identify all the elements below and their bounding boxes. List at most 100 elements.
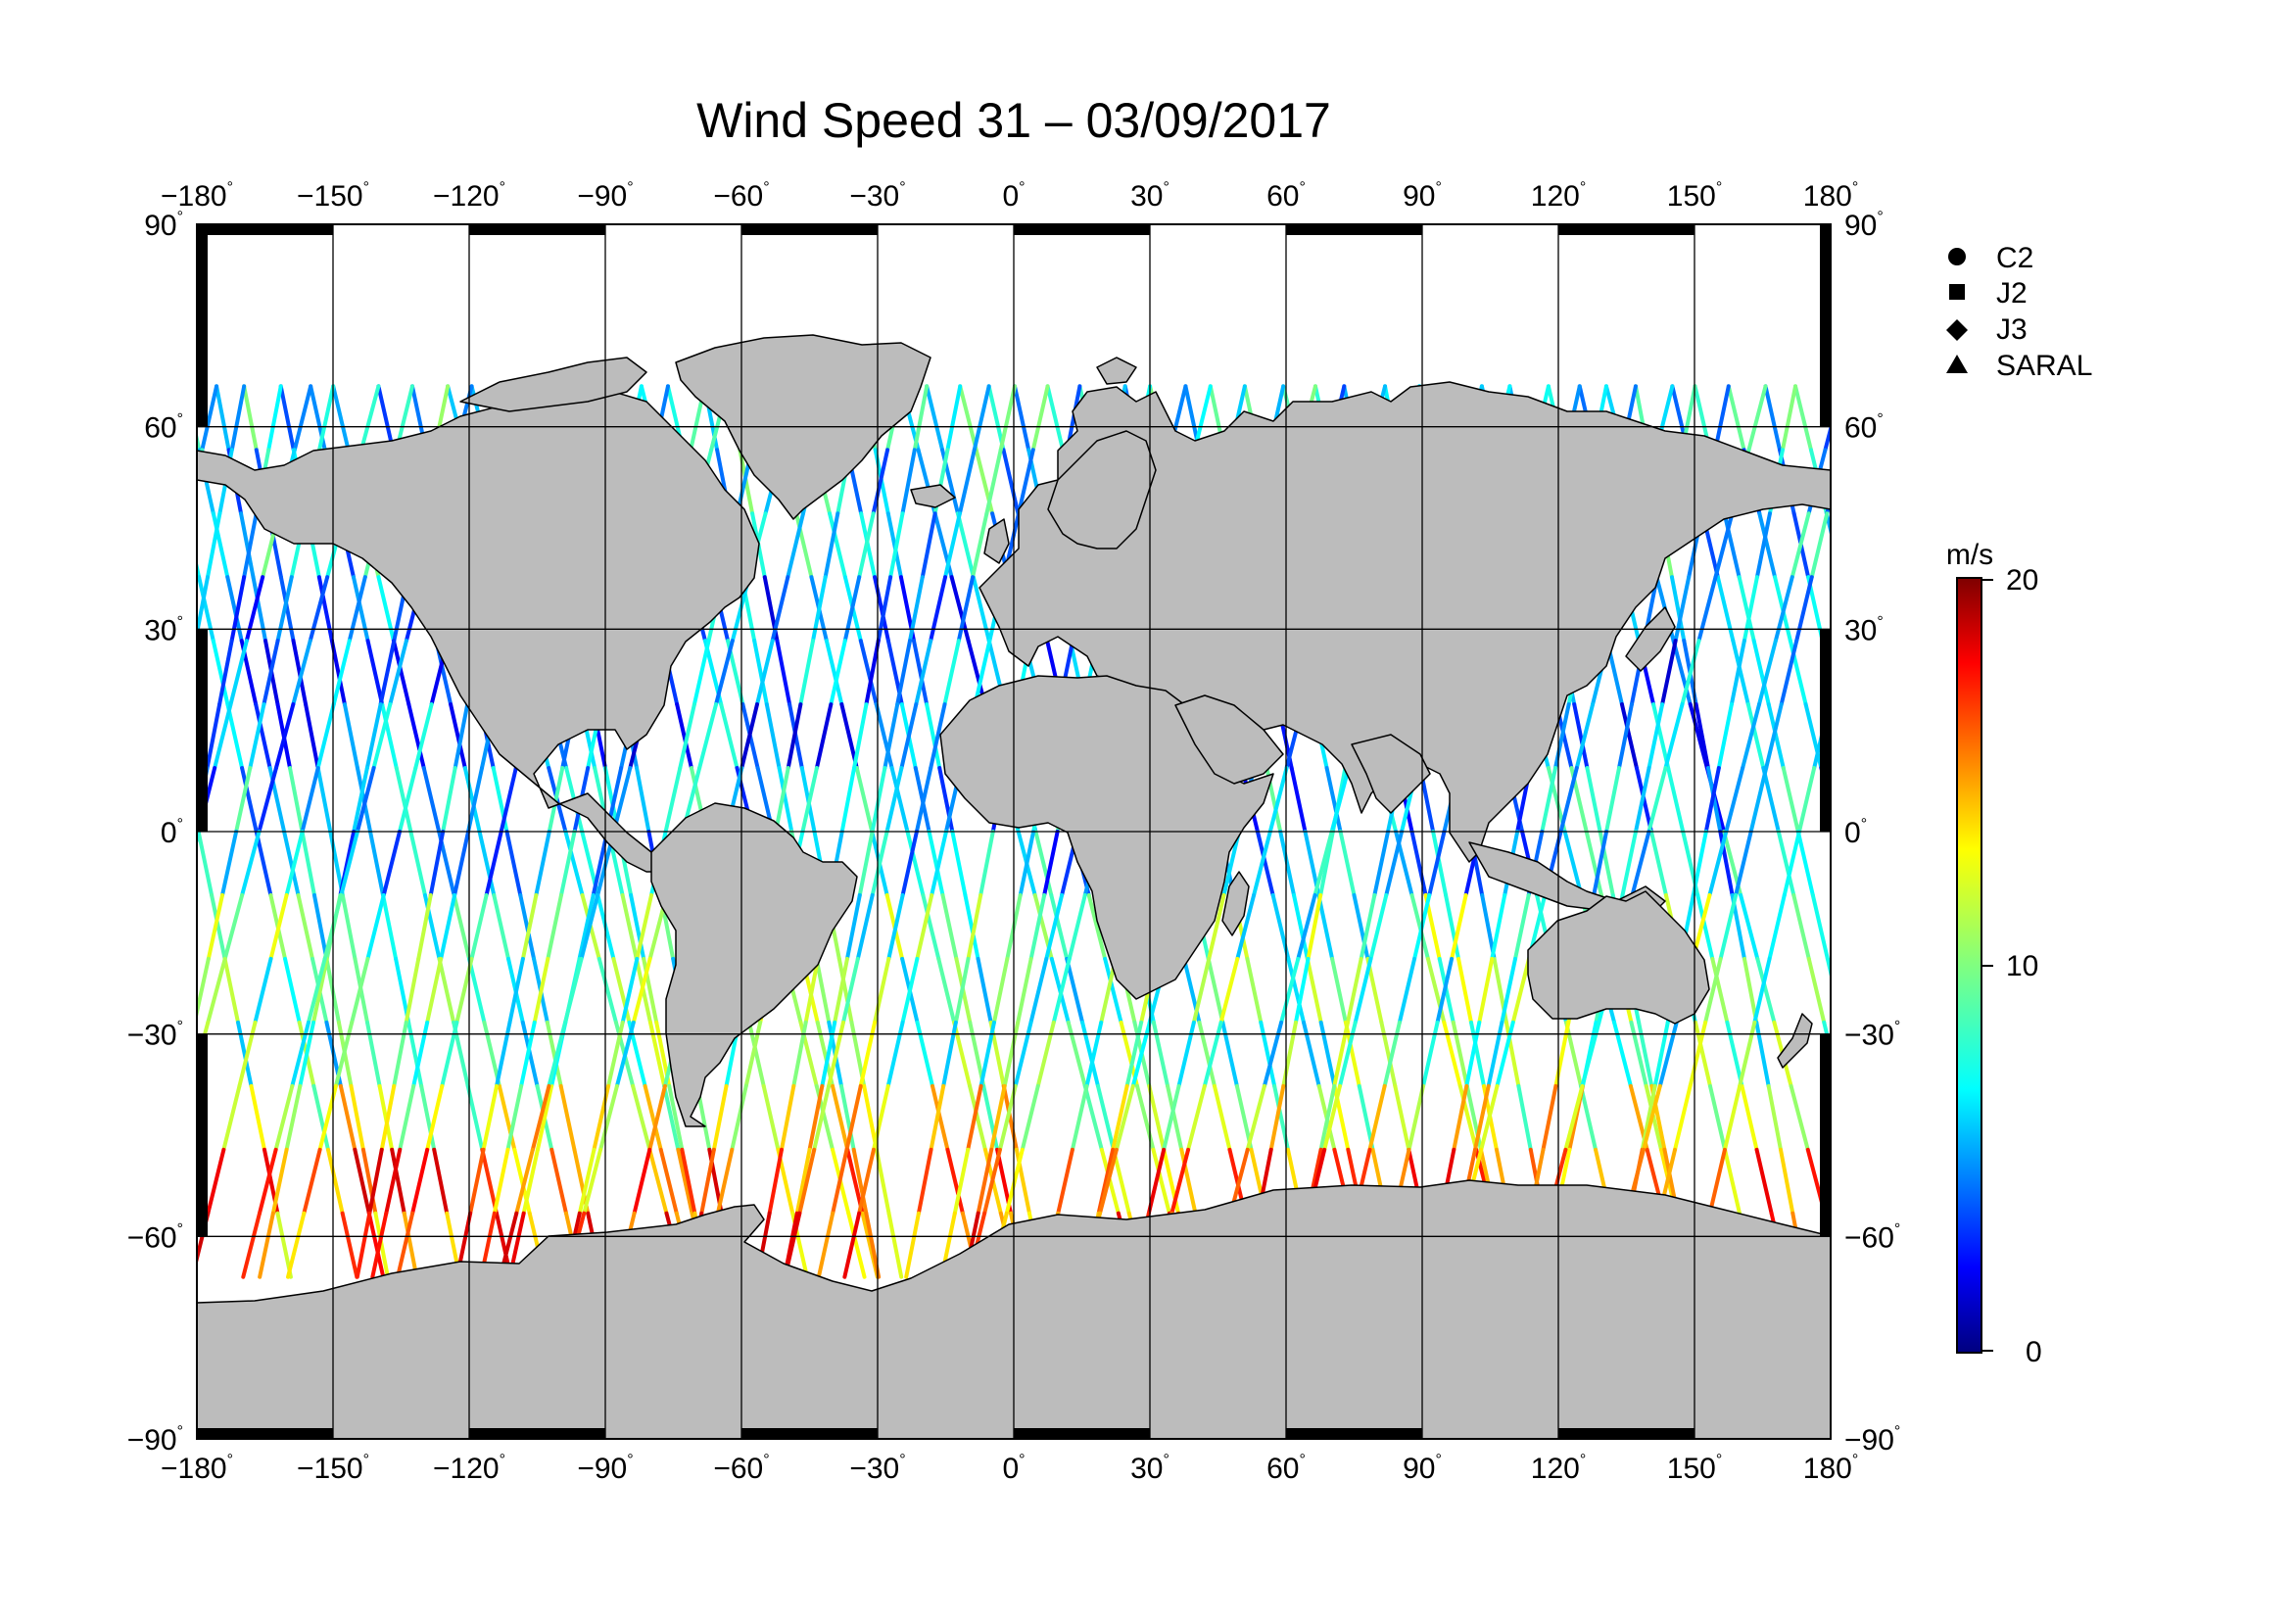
track-segment bbox=[317, 384, 336, 453]
track-segment bbox=[1619, 702, 1639, 771]
track-segment bbox=[398, 1083, 416, 1152]
track-segment bbox=[870, 830, 889, 897]
track-segment bbox=[920, 511, 937, 580]
track-segment bbox=[1313, 830, 1334, 897]
track-segment bbox=[952, 1020, 973, 1088]
track-segment bbox=[237, 1020, 258, 1088]
track-segment bbox=[1641, 1083, 1662, 1152]
track-segment bbox=[1648, 830, 1668, 897]
track-segment bbox=[514, 1147, 535, 1216]
track-segment bbox=[558, 830, 577, 897]
track-segment bbox=[888, 511, 905, 580]
track-segment bbox=[1289, 766, 1308, 834]
track-segment bbox=[1359, 892, 1377, 961]
track-segment bbox=[158, 959, 170, 1023]
track-segment bbox=[367, 1147, 384, 1216]
track-segment bbox=[786, 511, 805, 580]
track-segment bbox=[900, 956, 920, 1025]
track-segment bbox=[71, 768, 82, 832]
track-segment bbox=[248, 702, 266, 771]
track-segment bbox=[1893, 959, 1908, 1023]
track-segment bbox=[1718, 892, 1739, 961]
tick-label: −120° bbox=[433, 1452, 505, 1485]
legend-c2: C2 bbox=[1996, 242, 2033, 274]
track-segment bbox=[631, 1083, 652, 1152]
track-segment bbox=[467, 956, 487, 1025]
track-segment bbox=[72, 959, 87, 1023]
track-segment bbox=[0, 1023, 17, 1086]
track-segment bbox=[1456, 956, 1474, 1025]
colorbar-unit: m/s bbox=[1946, 539, 1993, 571]
colorbar-label-max: 20 bbox=[2006, 564, 2038, 597]
track-segment bbox=[134, 513, 151, 577]
track-segment bbox=[943, 511, 962, 580]
track-segment bbox=[152, 450, 168, 513]
track-segment bbox=[563, 830, 585, 897]
track-segment bbox=[170, 450, 185, 513]
track-segment bbox=[535, 1083, 554, 1152]
track-segment bbox=[1630, 830, 1651, 897]
track-segment bbox=[971, 575, 991, 644]
track-segment bbox=[1715, 575, 1736, 644]
track-segment bbox=[812, 1083, 832, 1152]
track-segment bbox=[1612, 1020, 1633, 1088]
track-segment bbox=[740, 702, 759, 771]
track-segment bbox=[662, 1083, 681, 1152]
track-segment bbox=[940, 892, 959, 961]
track-segment bbox=[437, 956, 456, 1025]
tick-label: 60° bbox=[1266, 179, 1306, 213]
track-segment bbox=[131, 450, 143, 513]
frame-bar-top bbox=[741, 224, 878, 235]
track-segment bbox=[315, 702, 336, 771]
track-segment bbox=[1111, 1147, 1131, 1216]
south-america bbox=[650, 802, 858, 1127]
track-segment bbox=[349, 1083, 365, 1152]
track-segment bbox=[1316, 892, 1335, 961]
track-segment bbox=[2018, 1086, 2033, 1150]
track-segment bbox=[532, 956, 550, 1025]
track-segment bbox=[130, 704, 145, 768]
track-segment bbox=[1001, 448, 1021, 516]
track-segment bbox=[1012, 384, 1031, 453]
track-segment bbox=[421, 766, 442, 834]
track-segment bbox=[17, 959, 33, 1023]
track-segment bbox=[1757, 639, 1778, 707]
track-segment bbox=[719, 702, 740, 771]
track-segment bbox=[1324, 766, 1343, 834]
track-segment bbox=[1663, 702, 1685, 771]
track-segment bbox=[1992, 768, 2007, 832]
track-segment bbox=[816, 1211, 835, 1279]
tick-label: −30° bbox=[849, 1452, 905, 1485]
tick-label: 90° bbox=[1403, 1452, 1442, 1485]
track-segment bbox=[864, 1211, 882, 1279]
track-segment bbox=[1382, 1020, 1402, 1088]
track-segment bbox=[1722, 1083, 1742, 1152]
track-segment bbox=[107, 577, 119, 641]
track-segment bbox=[291, 639, 312, 707]
colorbar-label-mid: 10 bbox=[2006, 950, 2038, 982]
track-segment bbox=[1652, 1020, 1670, 1088]
track-segment bbox=[1776, 830, 1796, 897]
track-segment bbox=[1761, 766, 1781, 834]
track-segment bbox=[1779, 639, 1799, 707]
track-segment bbox=[1893, 577, 1905, 641]
track-segment bbox=[355, 766, 376, 834]
track-segment bbox=[15, 1214, 29, 1277]
track-segment bbox=[273, 702, 296, 771]
track-segment bbox=[507, 956, 525, 1025]
track-segment bbox=[925, 384, 945, 453]
track-segment bbox=[1713, 384, 1731, 453]
track-segment bbox=[1479, 1083, 1500, 1152]
track-segment bbox=[370, 1211, 389, 1279]
track-segment bbox=[711, 1083, 729, 1152]
track-segment bbox=[1442, 1020, 1462, 1088]
track-segment bbox=[929, 575, 948, 644]
frame-bar-top bbox=[1286, 224, 1422, 235]
track-segment bbox=[1920, 895, 1935, 959]
track-segment bbox=[2002, 1150, 2014, 1214]
track-segment bbox=[95, 641, 107, 704]
track-segment bbox=[453, 830, 471, 897]
satellite-legend: C2 J2 J3 SARAL bbox=[1946, 242, 2092, 382]
